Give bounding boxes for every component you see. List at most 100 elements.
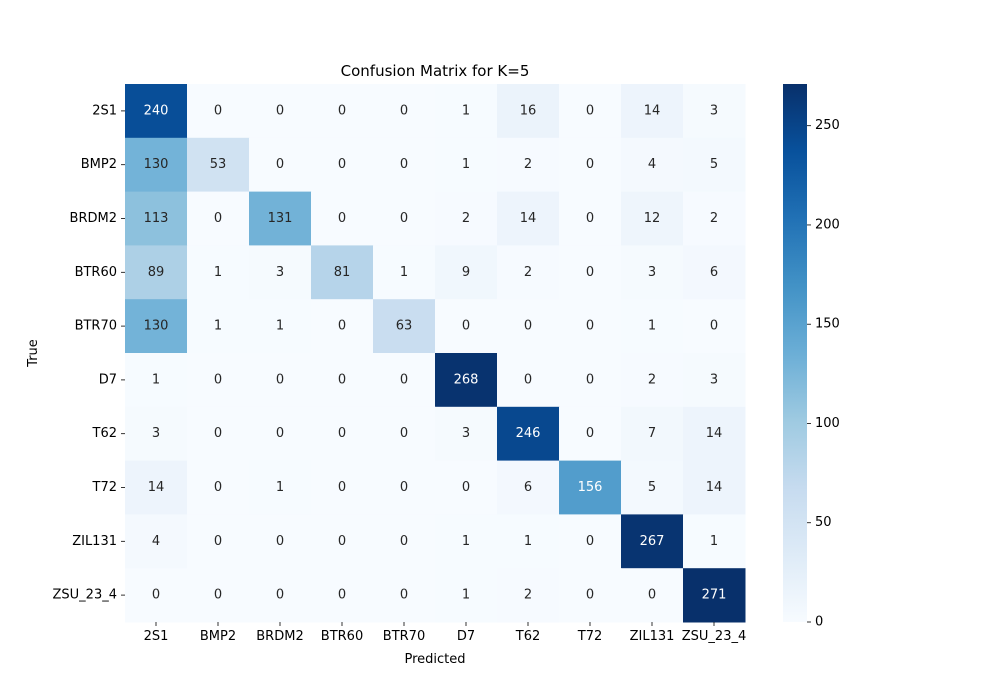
heatmap-cell [249,460,312,515]
cell-value-label: 0 [214,103,222,118]
cell-value-label: 2 [524,265,532,280]
heatmap-cell [621,406,684,462]
cell-value-label: 0 [338,588,346,603]
heatmap-cell [683,245,746,300]
heatmap-cell [373,353,436,408]
heatmap-cell [249,353,312,408]
heatmap-cell [683,514,746,569]
cell-value-label: 5 [710,157,718,172]
cell-value-label: 1 [462,157,470,172]
cell-value-label: 0 [338,534,346,549]
cell-value-label: 3 [152,426,160,441]
heatmap-cell [559,191,622,246]
cell-value-label: 2 [648,372,656,387]
heatmap-cell [435,299,498,354]
heatmap-cell [497,245,560,300]
colorbar-tick-label: 100 [815,416,840,431]
heatmap-cell [187,191,250,246]
heatmap-cell [249,568,312,623]
heatmap-cell [311,137,374,193]
heatmap-cell [125,568,188,623]
cell-value-label: 0 [586,426,594,441]
x-tick-label: 2S1 [144,629,169,644]
cell-value-label: 0 [524,372,532,387]
y-tick-label: T72 [92,480,117,495]
cell-value-label: 6 [710,265,718,280]
heatmap-cell [497,460,560,515]
heatmap-cell [249,514,312,569]
chart-title: Confusion Matrix for K=5 [341,62,530,80]
cell-value-label: 0 [276,157,284,172]
cell-value-label: 1 [462,588,470,603]
cell-value-label: 0 [338,157,346,172]
heatmap-cell [249,137,312,193]
cell-value-label: 268 [454,372,479,387]
cell-value-label: 246 [516,426,541,441]
colorbar-tick-label: 0 [815,615,823,630]
cell-value-label: 0 [648,588,656,603]
heatmap-cell [621,137,684,193]
heatmap-cell [373,84,436,139]
heatmap-cell [249,84,312,139]
x-tick-label: BTR70 [383,629,425,644]
cell-value-label: 0 [586,372,594,387]
heatmap-cell [497,568,560,623]
cell-value-label: 0 [214,211,222,226]
heatmap-cell [311,245,374,300]
heatmap-cell [497,353,560,408]
heatmap-cell [187,84,250,139]
heatmap-cell [125,514,188,569]
heatmap-cell [373,245,436,300]
colorbar-ticks: 0 50 100 150 200 250 [807,118,840,630]
heatmap-cell [311,353,374,408]
x-tick-label: ZSU_23_4 [682,629,747,644]
cell-value-label: 0 [400,426,408,441]
cell-value-label: 4 [648,157,656,172]
x-tick-label: BMP2 [200,629,236,644]
heatmap-cell [311,406,374,462]
cell-value-label: 1 [400,265,408,280]
heatmap-cell [311,191,374,246]
cell-value-label: 0 [276,426,284,441]
cell-value-label: 267 [640,534,665,549]
cell-value-label: 3 [276,265,284,280]
cell-value-label: 0 [586,534,594,549]
heatmap-cell [125,299,188,354]
y-tick-label: 2S1 [92,103,117,118]
x-axis-ticks: 2S1 BMP2 BRDM2 BTR60 BTR70 D7 T62 T72 ZIL131 ZSU_… [144,622,747,644]
cell-value-label: 1 [276,480,284,495]
cell-value-label: 4 [152,534,160,549]
y-tick-label: T62 [92,426,117,441]
cell-value-label: 0 [276,372,284,387]
heatmap-cell [683,299,746,354]
heatmap-cell [621,460,684,515]
heatmap-cell [249,245,312,300]
cell-value-label: 0 [152,588,160,603]
heatmap-cell [125,460,188,515]
heatmap-cell [497,514,560,569]
y-tick-label: ZIL131 [72,534,117,549]
cell-value-label: 1 [710,534,718,549]
cell-value-label: 2 [524,588,532,603]
cell-value-label: 16 [520,103,537,118]
heatmap-cell [559,84,622,139]
cell-value-label: 0 [338,480,346,495]
cell-value-label: 2 [462,211,470,226]
heatmap-cell [187,568,250,623]
y-tick-label: BRDM2 [70,211,117,226]
cell-value-label: 1 [462,534,470,549]
heatmap-cell [311,460,374,515]
x-axis-label: Predicted [404,652,465,667]
x-tick-label: BRDM2 [256,629,303,644]
cell-value-label: 14 [644,103,661,118]
heatmap-cell [435,514,498,569]
heatmap-cell [373,568,436,623]
heatmap-cell [125,191,188,246]
heatmap-cell [435,353,498,408]
cell-value-label: 9 [462,265,470,280]
cell-value-label: 156 [578,480,603,495]
cell-value-label: 14 [706,426,723,441]
cell-value-label: 14 [706,480,723,495]
heatmap-cell [187,406,250,462]
heatmap-cell [683,84,746,139]
